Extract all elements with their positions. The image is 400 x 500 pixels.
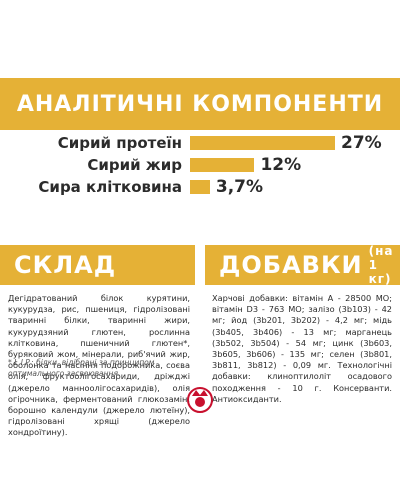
section-header: ДОБАВКИ (на 1 кг): [205, 244, 400, 286]
section-title: СКЛАД: [14, 251, 117, 279]
bar: [190, 136, 335, 150]
section-subtitle: (на 1 кг): [368, 244, 394, 286]
additives-text: Харчові добавки: вітамін А - 28500 МО; в…: [212, 293, 392, 404]
value-label: 3,7%: [215, 177, 264, 197]
section-title: ДОБАВКИ: [219, 251, 363, 279]
value-label: 27%: [341, 133, 382, 153]
analysis-row: Сирий жир 12%: [0, 155, 400, 175]
item-name: Сирий протеїн: [57, 134, 182, 152]
item-name: Сирий жир: [87, 156, 182, 174]
composition-text: Дегідратований білок курятини, кукурудза…: [8, 293, 190, 438]
section-header: СКЛАД: [0, 245, 195, 285]
footnote: * L.I.P.: білки, відібрані за принципом …: [8, 358, 155, 378]
section-title: АНАЛІТИЧНІ КОМПОНЕНТИ: [0, 78, 400, 130]
analysis-row: Сирий протеїн 27%: [0, 133, 400, 153]
analysis-row: Сира клітковина 3,7%: [0, 177, 400, 197]
item-name: Сира клітковина: [38, 178, 182, 196]
value-label: 12%: [260, 155, 302, 175]
bar: [190, 180, 210, 194]
bar: [190, 158, 255, 172]
logo: [187, 387, 213, 413]
